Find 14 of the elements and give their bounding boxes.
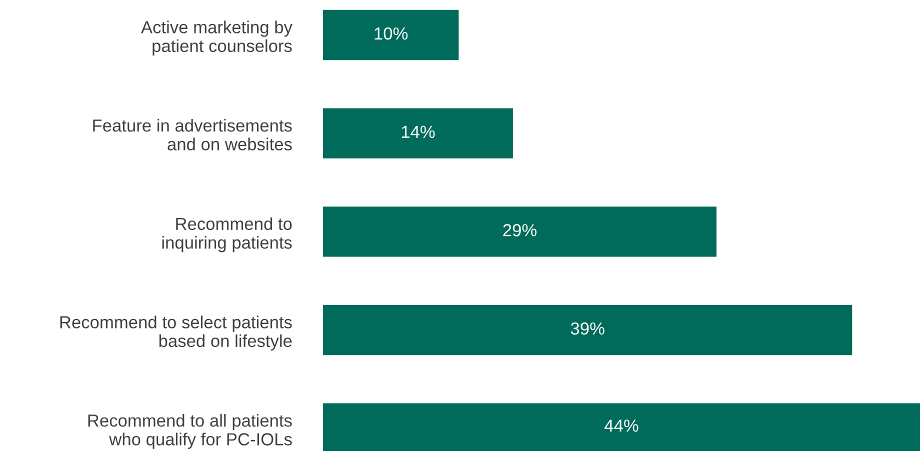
bar — [323, 304, 852, 356]
y-tick-label: Recommend to select patients based on lifestyle — [60, 316, 292, 351]
data-label: 29% — [503, 224, 536, 236]
y-tick-label: Feature in advertisements and on websites — [93, 118, 292, 150]
y-tick-label: Active marketing by patient counselors — [141, 20, 292, 56]
bar — [323, 206, 716, 257]
data-label: 44% — [604, 420, 638, 432]
data-label: 10% — [374, 27, 408, 40]
bar — [323, 108, 513, 158]
data-label: 14% — [402, 126, 435, 138]
data-label: 39% — [570, 322, 604, 335]
y-tick-label: Recommend to inquiring patients — [162, 217, 292, 252]
bar — [323, 10, 459, 60]
y-tick-label: Recommend to all patients who qualify for PC-IOLs — [88, 414, 292, 449]
